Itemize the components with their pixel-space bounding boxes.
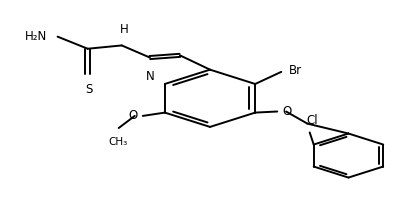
Text: Cl: Cl [306, 114, 318, 127]
Text: H: H [120, 23, 128, 35]
Text: O: O [129, 109, 138, 122]
Text: N: N [145, 70, 154, 83]
Text: S: S [85, 83, 93, 96]
Text: O: O [282, 105, 291, 118]
Text: Br: Br [289, 64, 303, 77]
Text: CH₃: CH₃ [108, 137, 128, 147]
Text: H₂N: H₂N [25, 30, 48, 43]
